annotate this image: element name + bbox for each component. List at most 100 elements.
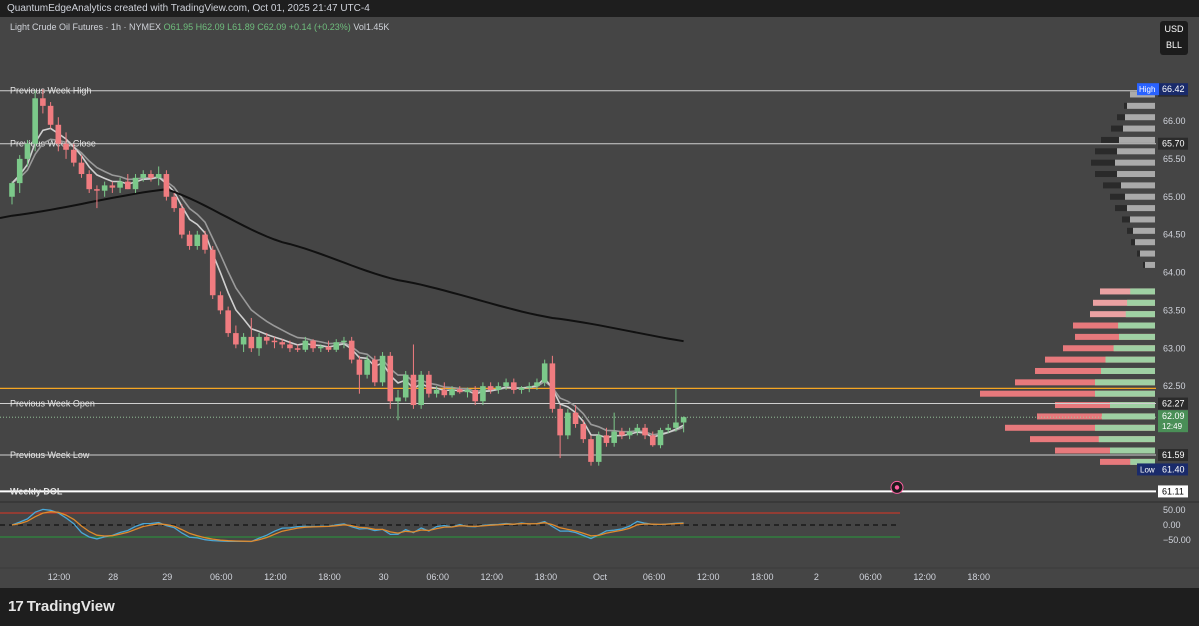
candle <box>40 89 46 114</box>
candle-body <box>333 342 340 350</box>
candle-body <box>287 344 293 349</box>
candle <box>209 245 216 300</box>
level-label: Previous Week Close <box>10 139 96 149</box>
legend-volume: Vol1.45K <box>353 22 390 32</box>
symbol-name: Light Crude Oil Futures · 1h · NYMEX <box>10 22 162 32</box>
currency-unit-button[interactable]: USD BLL <box>1160 21 1188 55</box>
candle <box>263 333 270 345</box>
attribution-text: QuantumEdgeAnalytics created with Tradin… <box>7 3 370 14</box>
time-tick-label: 30 <box>379 572 389 582</box>
candle-body <box>603 435 610 443</box>
tradingview-logo[interactable]: 17 TradingView <box>8 598 115 615</box>
candle-body <box>325 346 332 350</box>
candle <box>155 166 162 186</box>
candle <box>16 155 23 193</box>
candle <box>503 378 509 390</box>
candle-body <box>456 389 463 393</box>
candle-body <box>155 174 162 178</box>
candle <box>310 339 316 353</box>
candle-body <box>418 374 424 406</box>
candle <box>572 405 579 428</box>
time-tick-label: 12:00 <box>913 572 936 582</box>
candle <box>240 333 247 353</box>
price-tick-label: 66.00 <box>1163 116 1186 126</box>
volume-profile-bar <box>1093 299 1155 306</box>
candle <box>325 340 332 353</box>
candle <box>148 170 154 182</box>
candle <box>287 340 293 353</box>
candle-body <box>518 387 525 390</box>
candle-body <box>541 363 548 383</box>
volume-profile-bar <box>1117 148 1155 155</box>
candle <box>395 389 401 421</box>
candle-body <box>348 340 355 360</box>
candle <box>657 427 664 449</box>
volume-profile-dark-bar <box>1110 193 1125 200</box>
candle <box>140 170 147 182</box>
osc-line-d <box>11 511 684 543</box>
candle <box>379 352 386 387</box>
candle <box>279 339 285 349</box>
footer: 17 TradingView <box>0 588 1199 626</box>
candle <box>233 325 239 349</box>
volume-profile-buy-bar <box>1130 458 1155 465</box>
attribution-bar: QuantumEdgeAnalytics created with Tradin… <box>0 0 1199 17</box>
time-tick-label: 12:00 <box>697 572 720 582</box>
candle-body <box>63 143 69 150</box>
candle-body <box>248 336 255 349</box>
candle-body <box>302 340 309 350</box>
volume-profile-bar <box>1055 402 1155 409</box>
legend-open: O61.95 <box>163 22 194 32</box>
candle <box>565 408 571 440</box>
candle <box>603 427 610 447</box>
candle-body <box>47 105 54 125</box>
candle <box>673 388 679 432</box>
candle <box>47 102 54 129</box>
time-tick-label: 06:00 <box>643 572 666 582</box>
ema-long-line <box>0 188 684 343</box>
time-tick-label: 18:00 <box>318 572 341 582</box>
volume-profile-buy-bar <box>1101 367 1155 374</box>
chart-panel[interactable]: 66.00 65.50 65.00 64.50 64.00 63.50 63.00 62.50… <box>0 17 1199 588</box>
candle <box>410 344 417 409</box>
candle-body <box>94 189 100 191</box>
candle <box>294 344 301 353</box>
candle-body <box>179 208 185 235</box>
volume-profile-dark-bar <box>1131 239 1135 246</box>
candle <box>63 132 69 159</box>
volume-profile-bar <box>1100 288 1155 295</box>
candle-body <box>117 181 123 188</box>
level-label: Weekly DOL <box>10 486 63 496</box>
volume-profile-dark-bar <box>1117 114 1125 121</box>
candle <box>364 355 370 379</box>
volume-profile-buy-bar <box>1098 436 1155 443</box>
candle-body <box>626 431 633 436</box>
candle-body <box>263 336 270 341</box>
candle-body <box>310 340 316 349</box>
candle-body <box>16 158 23 184</box>
price-chart[interactable]: 66.00 65.50 65.00 64.50 64.00 63.50 63.00 62.50… <box>0 17 1199 588</box>
candle-body <box>649 435 656 446</box>
candle <box>534 378 540 390</box>
candle <box>163 170 170 201</box>
candle-body <box>202 234 208 250</box>
volume-profile-bar <box>1063 345 1155 352</box>
volume-profile-bar <box>1125 193 1155 200</box>
candle-body <box>24 143 31 159</box>
time-tick-label: 12:00 <box>264 572 287 582</box>
volume-profile-bar <box>1037 413 1155 420</box>
candle <box>665 424 671 434</box>
candle-body <box>472 389 478 402</box>
volume-profile-bar <box>1123 125 1155 132</box>
candle <box>271 336 278 349</box>
volume-profile-dark-bar <box>1143 261 1145 268</box>
candle-body <box>565 412 571 436</box>
volume-profile-bar <box>1015 379 1155 386</box>
candle-body <box>40 98 46 106</box>
candle <box>549 355 556 413</box>
volume-profile-buy-bar <box>1127 299 1155 306</box>
level-label: Previous Week Low <box>10 450 90 460</box>
candle-body <box>410 374 417 406</box>
candle <box>480 382 486 406</box>
candle <box>588 435 594 466</box>
